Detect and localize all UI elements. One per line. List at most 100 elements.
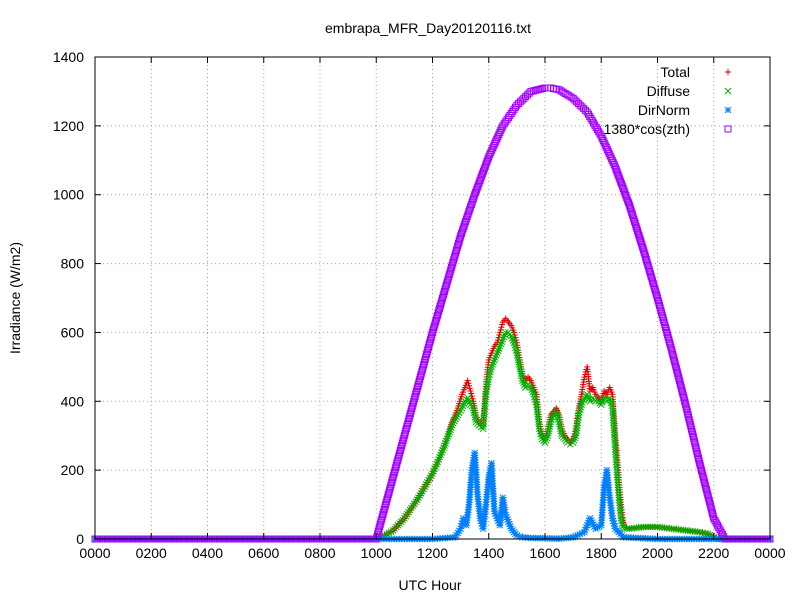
data-point [426, 338, 434, 346]
data-point [642, 255, 650, 263]
data-point [555, 86, 563, 94]
y-tick-label: 1200 [53, 118, 84, 134]
data-point [431, 321, 439, 329]
data-point [506, 523, 514, 530]
data-point [462, 217, 470, 225]
data-point [464, 394, 472, 402]
data-point [616, 175, 624, 183]
data-point [621, 189, 629, 197]
data-point [604, 148, 612, 156]
data-point [449, 419, 457, 427]
data-point [659, 314, 667, 322]
data-point [494, 133, 502, 141]
legend-marker [724, 106, 732, 114]
data-point [470, 193, 478, 201]
data-point [570, 436, 578, 444]
data-point [681, 398, 689, 406]
data-point [476, 177, 484, 185]
data-point [634, 229, 642, 237]
data-point [496, 128, 504, 136]
data-point [675, 374, 683, 382]
data-point [658, 311, 666, 319]
x-tick-label: 1200 [417, 545, 448, 561]
data-point [465, 380, 472, 387]
data-point [539, 85, 547, 93]
data-point [469, 196, 477, 204]
data-point [645, 265, 653, 273]
data-point [404, 419, 412, 427]
data-point [605, 150, 613, 158]
data-point [465, 208, 473, 216]
data-point [705, 498, 713, 506]
data-point [669, 350, 677, 358]
data-point [695, 457, 703, 465]
data-point [619, 184, 627, 192]
data-point [436, 302, 444, 310]
data-point [462, 215, 470, 223]
data-point [580, 396, 587, 404]
data-point [607, 399, 615, 407]
data-point [453, 531, 460, 539]
data-point [658, 309, 666, 317]
data-point [709, 510, 717, 518]
data-point [700, 476, 708, 484]
data-point [678, 386, 686, 394]
data-point [612, 166, 620, 174]
data-point [637, 239, 645, 247]
data-point [459, 225, 467, 233]
data-point [698, 466, 706, 474]
data-point [467, 387, 474, 394]
data-point [414, 380, 422, 388]
data-point [693, 447, 701, 455]
data-point [487, 148, 495, 156]
data-point [546, 420, 554, 428]
data-point [439, 292, 447, 300]
data-point [666, 338, 674, 346]
data-point [673, 367, 681, 375]
data-point [691, 440, 699, 448]
data-point [631, 220, 639, 228]
data-point [519, 377, 526, 384]
data-point [447, 426, 454, 434]
data-point [617, 180, 625, 188]
data-point [458, 404, 466, 412]
data-point [697, 464, 705, 472]
data-point [394, 456, 402, 464]
data-point [478, 172, 486, 180]
data-point [592, 397, 599, 405]
data-point [510, 339, 518, 347]
data-point [575, 414, 582, 421]
data-point [499, 321, 506, 328]
data-point [624, 199, 632, 207]
data-point [669, 353, 677, 361]
data-point [426, 336, 434, 344]
data-point [466, 399, 473, 406]
data-point [695, 454, 703, 462]
data-point [708, 507, 716, 515]
data-point [531, 396, 539, 403]
data-point [448, 261, 456, 269]
data-point [442, 437, 450, 445]
data-point [686, 418, 694, 426]
data-point [484, 155, 492, 163]
data-point [394, 454, 402, 462]
data-point [547, 418, 554, 426]
data-point [592, 525, 599, 533]
data-point [690, 435, 698, 443]
data-point [554, 413, 562, 421]
data-point [692, 442, 700, 450]
data-point [530, 391, 538, 398]
x-tick-label: 0000 [79, 545, 110, 561]
data-point [672, 365, 680, 373]
data-point [646, 270, 654, 278]
data-point [532, 86, 540, 94]
data-point [660, 319, 668, 327]
data-point [703, 488, 711, 496]
data-point [536, 428, 544, 435]
data-point [446, 268, 454, 276]
data-point [638, 241, 646, 249]
data-point [454, 242, 462, 250]
data-point [491, 356, 498, 364]
data-point [557, 87, 565, 95]
data-point [512, 347, 520, 354]
